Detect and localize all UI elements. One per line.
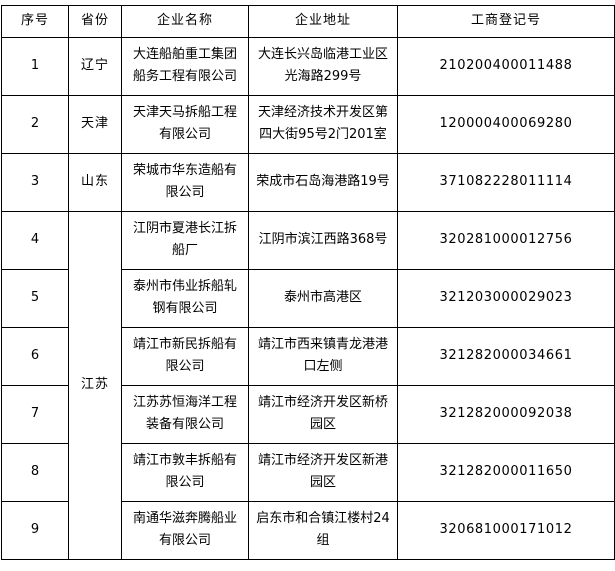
cell-enterprise-name: 江苏苏恒海洋工程装备有限公司 — [121, 384, 249, 444]
cell-index: 2 — [1, 94, 69, 154]
cell-enterprise-address: 江阴市滨江西路368号 — [248, 210, 398, 270]
table-row: 8 靖江市敦丰拆船有限公司 靖江市经济开发区新港园区 321282000011650 — [1, 442, 615, 502]
cell-registration-number: 210200400011488 — [397, 36, 615, 96]
column-header-reg-no: 工商登记号 — [397, 5, 615, 38]
cell-index: 8 — [1, 442, 69, 502]
column-header-province: 省份 — [68, 5, 122, 38]
enterprise-registration-table: 序号 省份 企业名称 企业地址 工商登记号 1 辽宁 大连船舶重工集团船务工程有限公… — [1, 5, 615, 560]
cell-enterprise-name: 江阴市夏港长江拆船厂 — [121, 210, 249, 270]
cell-enterprise-address: 靖江市经济开发区新桥园区 — [248, 384, 398, 444]
cell-enterprise-address: 泰州市高港区 — [248, 268, 398, 328]
cell-enterprise-name: 荣城市华东造船有限公司 — [121, 152, 249, 212]
column-header-index: 序号 — [1, 5, 69, 38]
cell-enterprise-name: 靖江市敦丰拆船有限公司 — [121, 442, 249, 502]
cell-index: 4 — [1, 210, 69, 270]
cell-index: 5 — [1, 268, 69, 328]
column-header-name: 企业名称 — [121, 5, 249, 38]
cell-registration-number: 320681000171012 — [397, 500, 615, 560]
cell-province: 江苏 — [68, 210, 122, 560]
cell-registration-number: 320281000012756 — [397, 210, 615, 270]
cell-registration-number: 371082228011114 — [397, 152, 615, 212]
cell-registration-number: 321282000034661 — [397, 326, 615, 386]
cell-registration-number: 321282000092038 — [397, 384, 615, 444]
column-header-address: 企业地址 — [248, 5, 398, 38]
table-row: 4 江苏 江阴市夏港长江拆船厂 江阴市滨江西路368号 320281000012756 — [1, 210, 615, 560]
table-row: 5 泰州市伟业拆船轧钢有限公司 泰州市高港区 321203000029023 — [1, 268, 615, 328]
table-row: 3 山东 荣城市华东造船有限公司 荣成市石岛海港路19号 371082228011114 — [1, 152, 615, 212]
cell-enterprise-name: 南通华滋奔腾船业有限公司 — [121, 500, 249, 560]
cell-enterprise-address: 天津经济技术开发区第四大街95号2门201室 — [248, 94, 398, 154]
cell-index: 1 — [1, 36, 69, 96]
header-row: 序号 省份 企业名称 企业地址 工商登记号 — [1, 5, 615, 38]
table-row: 2 天津 天津天马拆船工程有限公司 天津经济技术开发区第四大街95号2门201室 120… — [1, 94, 615, 154]
cell-enterprise-address: 大连长兴岛临港工业区光海路299号 — [248, 36, 398, 96]
cell-registration-number: 321282000011650 — [397, 442, 615, 502]
table-row: 7 江苏苏恒海洋工程装备有限公司 靖江市经济开发区新桥园区 3212820000920… — [1, 384, 615, 444]
cell-enterprise-address: 靖江市经济开发区新港园区 — [248, 442, 398, 502]
cell-province: 山东 — [68, 152, 122, 212]
table-header: 序号 省份 企业名称 企业地址 工商登记号 — [1, 5, 615, 38]
table-row: 9 南通华滋奔腾船业有限公司 启东市和合镇江楼村24组 320681000171012 — [1, 500, 615, 560]
cell-enterprise-name: 靖江市新民拆船有限公司 — [121, 326, 249, 386]
table-row: 1 辽宁 大连船舶重工集团船务工程有限公司 大连长兴岛临港工业区光海路299号 2102… — [1, 36, 615, 96]
cell-index: 3 — [1, 152, 69, 212]
cell-province: 辽宁 — [68, 36, 122, 96]
cell-index: 9 — [1, 500, 69, 560]
cell-index: 6 — [1, 326, 69, 386]
cell-registration-number: 120000400069280 — [397, 94, 615, 154]
cell-index: 7 — [1, 384, 69, 444]
cell-registration-number: 321203000029023 — [397, 268, 615, 328]
cell-enterprise-name: 大连船舶重工集团船务工程有限公司 — [121, 36, 249, 96]
table-body: 1 辽宁 大连船舶重工集团船务工程有限公司 大连长兴岛临港工业区光海路299号 2102… — [1, 36, 615, 560]
cell-enterprise-name: 天津天马拆船工程有限公司 — [121, 94, 249, 154]
cell-province: 天津 — [68, 94, 122, 154]
cell-enterprise-address: 荣成市石岛海港路19号 — [248, 152, 398, 212]
cell-enterprise-name: 泰州市伟业拆船轧钢有限公司 — [121, 268, 249, 328]
cell-enterprise-address: 启东市和合镇江楼村24组 — [248, 500, 398, 560]
cell-enterprise-address: 靖江市西来镇青龙港港口左侧 — [248, 326, 398, 386]
table-row: 6 靖江市新民拆船有限公司 靖江市西来镇青龙港港口左侧 321282000034661 — [1, 326, 615, 386]
